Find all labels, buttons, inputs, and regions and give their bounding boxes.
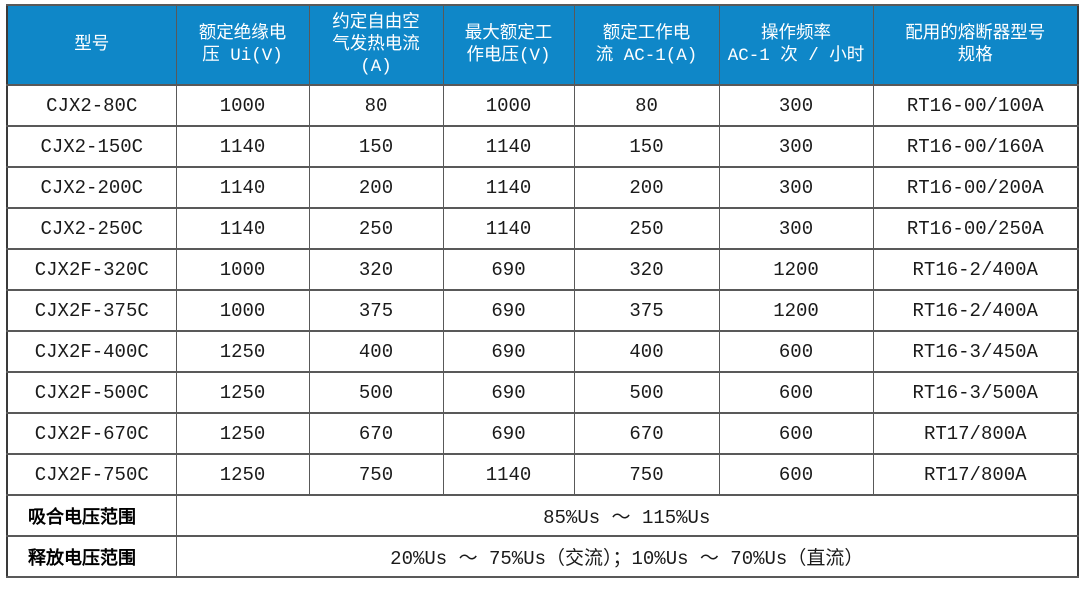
value-cell: 250 — [573, 207, 720, 250]
value-cell: 1250 — [175, 453, 310, 496]
column-header: 配用的熔断器型号 规格 — [872, 4, 1079, 86]
value-cell: RT16-2/400A — [872, 248, 1079, 291]
footer-row-value: 85%Us ～ 115%Us — [175, 494, 1079, 537]
column-header: 操作频率 AC-1 次 / 小时 — [718, 4, 874, 86]
model-cell: CJX2F-670C — [6, 412, 177, 455]
table-row: CJX2F-400C 1250 400 690 400 600 RT16-3/450A — [6, 330, 1079, 373]
value-cell: 300 — [718, 166, 874, 209]
footer-row-label: 释放电压范围 — [6, 535, 177, 578]
value-cell: 750 — [573, 453, 720, 496]
value-cell: RT16-3/450A — [872, 330, 1079, 373]
value-cell: 1140 — [175, 166, 310, 209]
value-cell: 1140 — [442, 166, 575, 209]
value-cell: 690 — [442, 330, 575, 373]
value-cell: 750 — [308, 453, 444, 496]
value-cell: 375 — [573, 289, 720, 332]
value-cell: 1140 — [442, 207, 575, 250]
value-cell: 600 — [718, 330, 874, 373]
value-cell: 690 — [442, 412, 575, 455]
table-row: CJX2-150C 1140 150 1140 150 300 RT16-00/160A — [6, 125, 1079, 168]
header-row: 型号 额定绝缘电 压 Ui(V) 约定自由空 气发热电流 (A) 最大额定工 作电压(… — [6, 4, 1079, 86]
table-row: CJX2F-750C 1250 750 1140 750 600 RT17/800A — [6, 453, 1079, 496]
value-cell: RT16-00/250A — [872, 207, 1079, 250]
table-row: CJX2F-500C 1250 500 690 500 600 RT16-3/500A — [6, 371, 1079, 414]
value-cell: 400 — [308, 330, 444, 373]
value-cell: 150 — [573, 125, 720, 168]
model-cell: CJX2-200C — [6, 166, 177, 209]
value-cell: 500 — [573, 371, 720, 414]
model-cell: CJX2F-320C — [6, 248, 177, 291]
value-cell: 375 — [308, 289, 444, 332]
value-cell: 1000 — [175, 84, 310, 127]
value-cell: 1140 — [442, 453, 575, 496]
value-cell: 300 — [718, 84, 874, 127]
value-cell: 600 — [718, 412, 874, 455]
value-cell: RT16-00/100A — [872, 84, 1079, 127]
value-cell: 500 — [308, 371, 444, 414]
value-cell: 80 — [308, 84, 444, 127]
value-cell: 1200 — [718, 289, 874, 332]
value-cell: 80 — [573, 84, 720, 127]
model-cell: CJX2-250C — [6, 207, 177, 250]
value-cell: 1000 — [442, 84, 575, 127]
model-cell: CJX2F-500C — [6, 371, 177, 414]
value-cell: RT16-2/400A — [872, 289, 1079, 332]
model-cell: CJX2F-375C — [6, 289, 177, 332]
value-cell: 300 — [718, 207, 874, 250]
table-row: CJX2F-375C 1000 375 690 375 1200 RT16-2/400A — [6, 289, 1079, 332]
value-cell: 1000 — [175, 289, 310, 332]
value-cell: RT17/800A — [872, 412, 1079, 455]
model-cell: CJX2-150C — [6, 125, 177, 168]
column-header: 约定自由空 气发热电流 (A) — [308, 4, 444, 86]
value-cell: 690 — [442, 371, 575, 414]
column-header: 额定工作电 流 AC-1(A) — [573, 4, 720, 86]
value-cell: 300 — [718, 125, 874, 168]
value-cell: 1140 — [442, 125, 575, 168]
value-cell: 320 — [573, 248, 720, 291]
value-cell: 670 — [573, 412, 720, 455]
model-cell: CJX2-80C — [6, 84, 177, 127]
column-header: 最大额定工 作电压(V) — [442, 4, 575, 86]
column-header: 额定绝缘电 压 Ui(V) — [175, 4, 310, 86]
value-cell: 1140 — [175, 125, 310, 168]
value-cell: 150 — [308, 125, 444, 168]
value-cell: 670 — [308, 412, 444, 455]
footer-row: 吸合电压范围 85%Us ～ 115%Us — [6, 494, 1079, 537]
value-cell: 400 — [573, 330, 720, 373]
value-cell: 1140 — [175, 207, 310, 250]
value-cell: 1250 — [175, 412, 310, 455]
table-row: CJX2-80C 1000 80 1000 80 300 RT16-00/100A — [6, 84, 1079, 127]
model-cell: CJX2F-750C — [6, 453, 177, 496]
value-cell: 200 — [308, 166, 444, 209]
value-cell: 600 — [718, 371, 874, 414]
value-cell: 1200 — [718, 248, 874, 291]
footer-row: 释放电压范围 20%Us ～ 75%Us（交流）；10%Us ～ 70%Us（直流… — [6, 535, 1079, 578]
value-cell: 690 — [442, 289, 575, 332]
table-row: CJX2-250C 1140 250 1140 250 300 RT16-00/250A — [6, 207, 1079, 250]
footer-row-value: 20%Us ～ 75%Us（交流）；10%Us ～ 70%Us（直流） — [175, 535, 1079, 578]
value-cell: 1250 — [175, 330, 310, 373]
model-cell: CJX2F-400C — [6, 330, 177, 373]
table-row: CJX2F-670C 1250 670 690 670 600 RT17/800A — [6, 412, 1079, 455]
value-cell: 690 — [442, 248, 575, 291]
column-header: 型号 — [6, 4, 177, 86]
table-row: CJX2F-320C 1000 320 690 320 1200 RT16-2/400A — [6, 248, 1079, 291]
value-cell: 1250 — [175, 371, 310, 414]
value-cell: 1000 — [175, 248, 310, 291]
value-cell: 320 — [308, 248, 444, 291]
value-cell: 600 — [718, 453, 874, 496]
value-cell: RT16-00/160A — [872, 125, 1079, 168]
value-cell: RT16-00/200A — [872, 166, 1079, 209]
value-cell: 250 — [308, 207, 444, 250]
footer-row-label: 吸合电压范围 — [6, 494, 177, 537]
value-cell: 200 — [573, 166, 720, 209]
value-cell: RT16-3/500A — [872, 371, 1079, 414]
contactor-spec-table: 型号 额定绝缘电 压 Ui(V) 约定自由空 气发热电流 (A) 最大额定工 作电压(… — [6, 4, 1079, 578]
value-cell: RT17/800A — [872, 453, 1079, 496]
table-row: CJX2-200C 1140 200 1140 200 300 RT16-00/200A — [6, 166, 1079, 209]
page: 型号 额定绝缘电 压 Ui(V) 约定自由空 气发热电流 (A) 最大额定工 作电压(… — [6, 4, 1079, 578]
